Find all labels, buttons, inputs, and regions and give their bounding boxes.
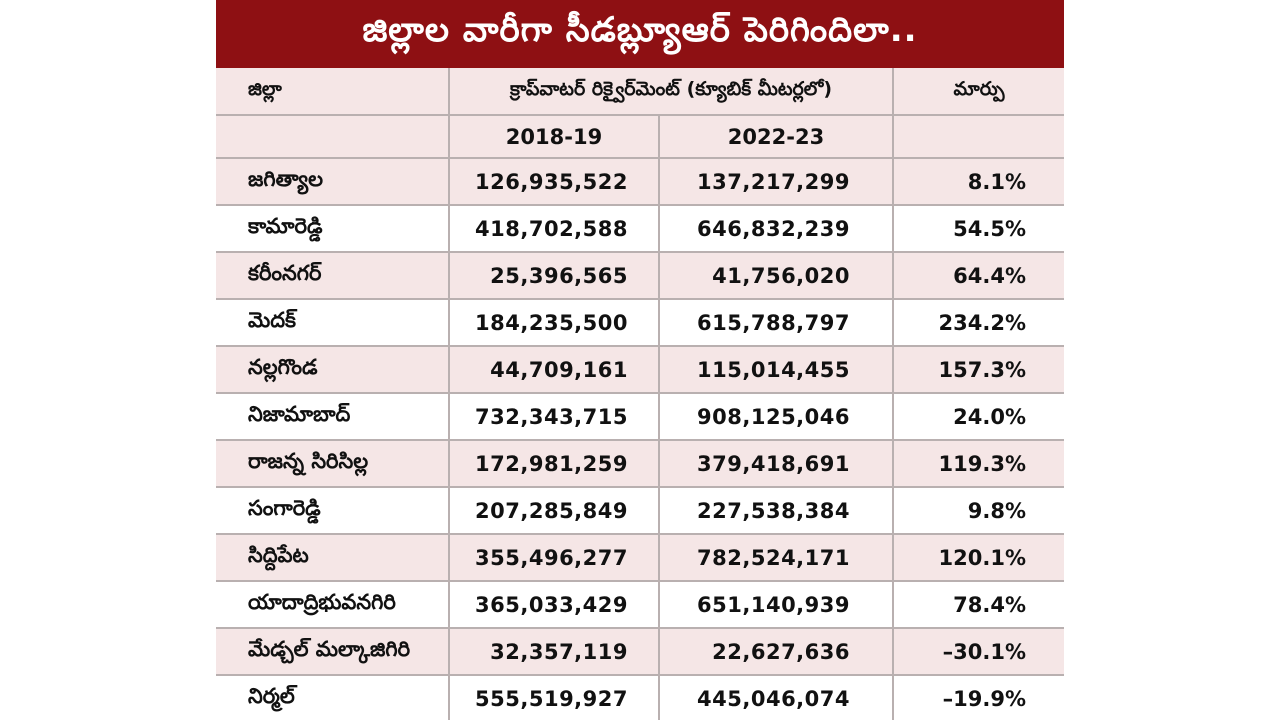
change-cell: –30.1% — [893, 628, 1064, 676]
table-row: సిద్దిపేట 355,496,277 782,524,171 120.1% — [216, 534, 1064, 582]
infographic-table: జిల్లాల వారీగా సీడబ్ల్యూఆర్ పెరిగిందిలా.… — [216, 0, 1064, 720]
value-2018-cell: 207,285,849 — [449, 487, 660, 535]
district-cell: సంగారెడ్డి — [216, 487, 450, 535]
header-district: జిల్లా — [216, 68, 450, 116]
change-cell: –19.9% — [893, 675, 1064, 720]
change-cell: 234.2% — [893, 299, 1064, 347]
value-2018-cell: 32,357,119 — [449, 628, 660, 676]
value-2018-cell: 126,935,522 — [449, 158, 660, 206]
district-cell: కామారెడ్డి — [216, 205, 450, 253]
header-year-2022: 2022-23 — [659, 115, 894, 159]
table-row: యాదాద్రిభువనగిరి 365,033,429 651,140,939 78… — [216, 581, 1064, 629]
table-row: రాజన్న సిరిసిల్ల 172,981,259 379,418,691 11… — [216, 440, 1064, 488]
change-cell: 54.5% — [893, 205, 1064, 253]
header-blank-right — [893, 115, 1064, 159]
value-2018-cell: 732,343,715 — [449, 393, 660, 441]
table-row: కరీంనగర్ 25,396,565 41,756,020 64.4% — [216, 252, 1064, 300]
district-cell: నిజామాబాద్ — [216, 393, 450, 441]
table-title: జిల్లాల వారీగా సీడబ్ల్యూఆర్ పెరిగిందిలా.… — [216, 0, 1064, 68]
district-cell: మేడ్చల్ మల్కాజిగిరి — [216, 628, 450, 676]
header-row: జిల్లా క్రాప్‌వాటర్ రిక్వైర్‌మెంట్ (క్యూ… — [216, 68, 1064, 116]
change-cell: 8.1% — [893, 158, 1064, 206]
district-cell: యాదాద్రిభువనగిరి — [216, 581, 450, 629]
value-2022-cell: 137,217,299 — [659, 158, 894, 206]
value-2022-cell: 908,125,046 — [659, 393, 894, 441]
header-year-2018: 2018-19 — [449, 115, 660, 159]
value-2018-cell: 365,033,429 — [449, 581, 660, 629]
district-cell: నల్లగొండ — [216, 346, 450, 394]
header-year-row: 2018-19 2022-23 — [216, 115, 1064, 159]
change-cell: 64.4% — [893, 252, 1064, 300]
table-row: నిర్మల్ 555,519,927 445,046,074 –19.9% — [216, 675, 1064, 720]
header-blank-left — [216, 115, 450, 159]
table-row: కామారెడ్డి 418,702,588 646,832,239 54.5% — [216, 205, 1064, 253]
value-2018-cell: 44,709,161 — [449, 346, 660, 394]
district-cell: నిర్మల్ — [216, 675, 450, 720]
value-2022-cell: 379,418,691 — [659, 440, 894, 488]
value-2022-cell: 115,014,455 — [659, 346, 894, 394]
header-crop-water: క్రాప్‌వాటర్ రిక్వైర్‌మెంట్ (క్యూబిక్ మీ… — [449, 68, 894, 116]
value-2018-cell: 555,519,927 — [449, 675, 660, 720]
district-cell: కరీంనగర్ — [216, 252, 450, 300]
change-cell: 120.1% — [893, 534, 1064, 582]
change-cell: 157.3% — [893, 346, 1064, 394]
district-cell: రాజన్న సిరిసిల్ల — [216, 440, 450, 488]
value-2022-cell: 646,832,239 — [659, 205, 894, 253]
value-2022-cell: 651,140,939 — [659, 581, 894, 629]
value-2018-cell: 418,702,588 — [449, 205, 660, 253]
value-2018-cell: 172,981,259 — [449, 440, 660, 488]
value-2018-cell: 25,396,565 — [449, 252, 660, 300]
value-2018-cell: 184,235,500 — [449, 299, 660, 347]
change-cell: 119.3% — [893, 440, 1064, 488]
table-row: సంగారెడ్డి 207,285,849 227,538,384 9.8% — [216, 487, 1064, 535]
value-2022-cell: 22,627,636 — [659, 628, 894, 676]
value-2022-cell: 41,756,020 — [659, 252, 894, 300]
district-cell: మెదక్ — [216, 299, 450, 347]
value-2022-cell: 445,046,074 — [659, 675, 894, 720]
district-cell: సిద్దిపేట — [216, 534, 450, 582]
table-row: నల్లగొండ 44,709,161 115,014,455 157.3% — [216, 346, 1064, 394]
table-row: మెదక్ 184,235,500 615,788,797 234.2% — [216, 299, 1064, 347]
change-cell: 24.0% — [893, 393, 1064, 441]
table-row: నిజామాబాద్ 732,343,715 908,125,046 24.0% — [216, 393, 1064, 441]
value-2022-cell: 782,524,171 — [659, 534, 894, 582]
value-2022-cell: 227,538,384 — [659, 487, 894, 535]
value-2022-cell: 615,788,797 — [659, 299, 894, 347]
value-2018-cell: 355,496,277 — [449, 534, 660, 582]
table-row: జగిత్యాల 126,935,522 137,217,299 8.1% — [216, 158, 1064, 206]
data-table: జిల్లా క్రాప్‌వాటర్ రిక్వైర్‌మెంట్ (క్యూ… — [216, 68, 1064, 720]
table-row: మేడ్చల్ మల్కాజిగిరి 32,357,119 22,627,636–… — [216, 628, 1064, 676]
header-change: మార్పు — [893, 68, 1064, 116]
district-cell: జగిత్యాల — [216, 158, 450, 206]
change-cell: 9.8% — [893, 487, 1064, 535]
change-cell: 78.4% — [893, 581, 1064, 629]
